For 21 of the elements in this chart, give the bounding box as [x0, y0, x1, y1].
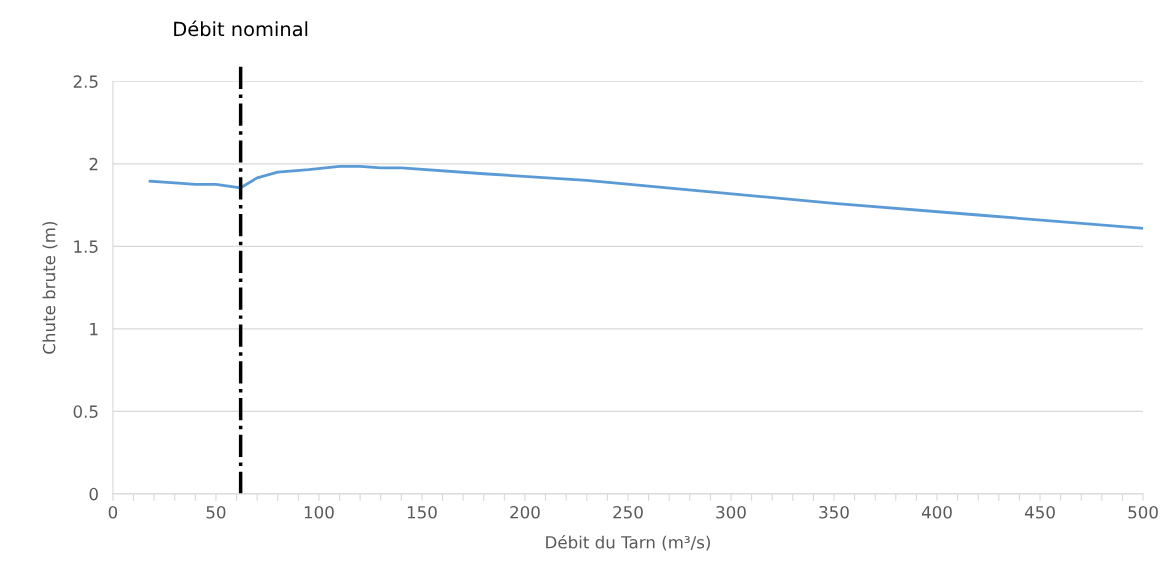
y-tick-label: 0: [89, 487, 98, 501]
y-tick-label: 2: [89, 157, 98, 171]
x-tick-label: 300: [716, 505, 746, 519]
x-tick-label: 400: [921, 505, 952, 519]
y-tick-label: 0.5: [73, 405, 98, 418]
y-tick-label: 1.5: [74, 240, 98, 253]
y-tick-label: 1: [90, 323, 98, 336]
y-axis-title: Chute brute (m): [42, 221, 58, 354]
x-tick-label: 0: [108, 505, 118, 519]
line-series: [148, 164, 1144, 230]
x-tick-label: 450: [1024, 505, 1055, 519]
ref-line-label: Débit nominal: [174, 20, 308, 37]
x-tick-label: 100: [304, 505, 334, 519]
x-tick-label: 250: [613, 505, 643, 519]
x-tick-label: 500: [1128, 505, 1158, 519]
x-tick-label: 200: [510, 505, 540, 519]
y-tick-label: 2.5: [73, 75, 98, 88]
x-axis-title: Débit du Tarn (m³/s): [546, 535, 710, 551]
x-tick-label: 50: [206, 505, 226, 519]
x-tick-label: 350: [819, 505, 849, 519]
x-tick-label: 150: [407, 505, 437, 519]
